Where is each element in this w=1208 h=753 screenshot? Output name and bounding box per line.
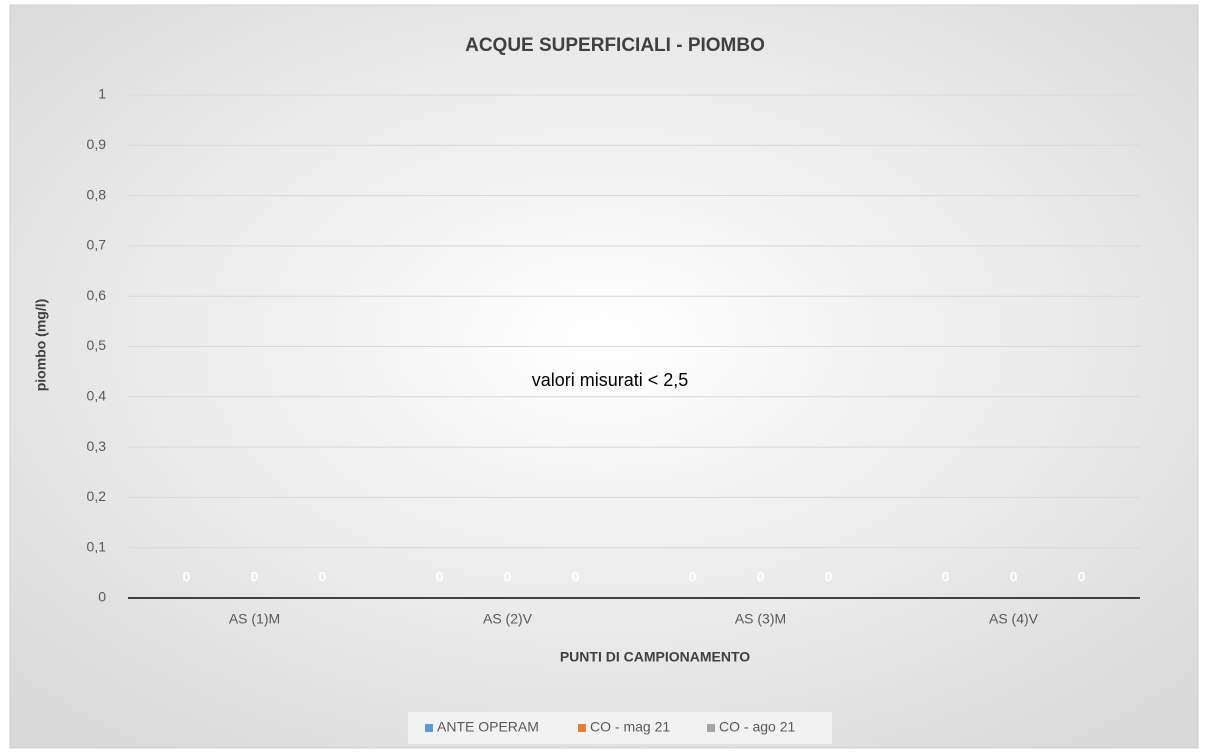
data-label: 0 [1010, 569, 1018, 585]
data-label: 0 [436, 569, 444, 585]
data-label: 0 [942, 569, 950, 585]
x-tick-label: AS (4)V [989, 611, 1039, 627]
data-label: 0 [757, 569, 765, 585]
y-tick-label: 0,5 [87, 337, 107, 353]
chart-title: ACQUE SUPERFICIALI - PIOMBO [465, 35, 765, 56]
y-tick-label: 1 [98, 86, 106, 102]
y-tick-label: 0,9 [87, 136, 107, 152]
data-label: 0 [689, 569, 697, 585]
y-tick-label: 0,3 [87, 438, 107, 454]
data-label: 0 [183, 569, 191, 585]
y-axis-label: piombo (mg/l) [33, 299, 49, 392]
y-tick-label: 0,1 [87, 538, 107, 554]
x-axis-label: PUNTI DI CAMPIONAMENTO [560, 649, 750, 665]
y-tick-label: 0,8 [87, 186, 107, 202]
legend-label: CO - ago 21 [719, 719, 795, 735]
y-tick-label: 0,6 [87, 287, 107, 303]
x-tick-label: AS (1)M [229, 611, 280, 627]
y-tick-label: 0 [98, 589, 106, 605]
data-label: 0 [251, 569, 259, 585]
x-tick-label: AS (3)M [735, 611, 786, 627]
y-tick-label: 0,4 [87, 388, 107, 404]
x-tick-label: AS (2)V [483, 611, 533, 627]
legend-box [408, 712, 832, 744]
data-label: 0 [319, 569, 327, 585]
data-label: 0 [1078, 569, 1086, 585]
y-tick-label: 0,7 [87, 237, 107, 253]
data-label: 0 [504, 569, 512, 585]
legend-swatch [707, 724, 715, 732]
data-label: 0 [825, 569, 833, 585]
data-label: 0 [572, 569, 580, 585]
legend-swatch [425, 724, 433, 732]
annotation: valori misurati < 2,5 [532, 370, 689, 390]
chart-area [9, 4, 1199, 749]
legend-swatch [578, 724, 586, 732]
legend-label: ANTE OPERAM [437, 719, 539, 735]
y-tick-label: 0,2 [87, 488, 107, 504]
legend-label: CO - mag 21 [590, 719, 670, 735]
